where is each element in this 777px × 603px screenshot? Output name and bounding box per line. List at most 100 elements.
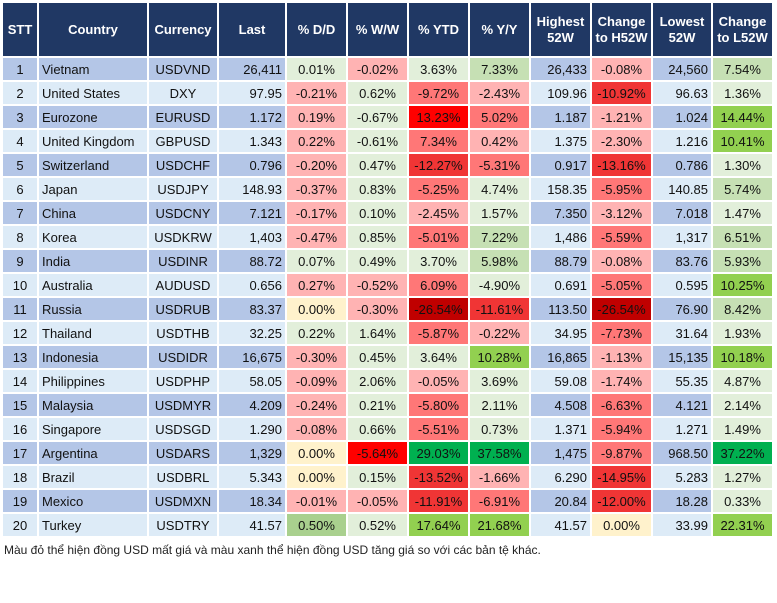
cell-pct-yy: 3.69% <box>468 368 531 394</box>
cell-stt: 7 <box>1 200 39 226</box>
cell-pct-ytd: -5.87% <box>407 320 470 346</box>
cell-last: 7.121 <box>217 200 287 226</box>
cell-pct-yy: -2.43% <box>468 80 531 106</box>
cell-stt: 5 <box>1 152 39 178</box>
cell-pct-dd: -0.30% <box>285 344 348 370</box>
cell-country: Eurozone <box>37 104 149 130</box>
cell-currency: USDBRL <box>147 464 219 490</box>
cell-last: 18.34 <box>217 488 287 514</box>
cell-pct-dd: -0.09% <box>285 368 348 394</box>
cell-country: Argentina <box>37 440 149 466</box>
cell-pct-ytd: -9.72% <box>407 80 470 106</box>
header-currency: Currency <box>147 1 219 58</box>
cell-currency: USDTHB <box>147 320 219 346</box>
cell-currency: USDSGD <box>147 416 219 442</box>
cell-highest-52w: 26,433 <box>529 56 592 82</box>
cell-change-l52w: 5.74% <box>711 176 774 202</box>
cell-pct-yy: 21.68% <box>468 512 531 538</box>
cell-change-h52w: -12.00% <box>590 488 653 514</box>
cell-lowest-52w: 1,317 <box>651 224 713 250</box>
cell-lowest-52w: 7.018 <box>651 200 713 226</box>
cell-pct-yy: 0.42% <box>468 128 531 154</box>
table-row: 7 China USDCNY 7.121 -0.17% 0.10% -2.45% 1.57% 7… <box>1 200 774 226</box>
cell-lowest-52w: 55.35 <box>651 368 713 394</box>
cell-lowest-52w: 0.786 <box>651 152 713 178</box>
cell-country: Thailand <box>37 320 149 346</box>
cell-change-h52w: 0.00% <box>590 512 653 538</box>
cell-highest-52w: 59.08 <box>529 368 592 394</box>
cell-last: 1.290 <box>217 416 287 442</box>
cell-stt: 4 <box>1 128 39 154</box>
cell-pct-ytd: 7.34% <box>407 128 470 154</box>
cell-last: 58.05 <box>217 368 287 394</box>
table-row: 1 Vietnam USDVND 26,411 0.01% -0.02% 3.63% 7.33… <box>1 56 774 82</box>
cell-last: 41.57 <box>217 512 287 538</box>
cell-country: China <box>37 200 149 226</box>
header-pct-ww: % W/W <box>346 1 409 58</box>
cell-lowest-52w: 4.121 <box>651 392 713 418</box>
cell-pct-ww: 0.15% <box>346 464 409 490</box>
cell-pct-ww: 1.64% <box>346 320 409 346</box>
table-row: 8 Korea USDKRW 1,403 -0.47% 0.85% -5.01% 7.22% 1… <box>1 224 774 250</box>
cell-stt: 13 <box>1 344 39 370</box>
cell-change-l52w: 1.27% <box>711 464 774 490</box>
cell-pct-ytd: -5.51% <box>407 416 470 442</box>
cell-currency: USDCHF <box>147 152 219 178</box>
cell-pct-dd: 0.22% <box>285 128 348 154</box>
cell-pct-ytd: 3.64% <box>407 344 470 370</box>
cell-pct-yy: 7.33% <box>468 56 531 82</box>
currency-table: STT Country Currency Last% D/D% W/W% YTD% Y… <box>1 1 774 538</box>
cell-highest-52w: 4.508 <box>529 392 592 418</box>
cell-pct-ww: 0.10% <box>346 200 409 226</box>
cell-last: 4.209 <box>217 392 287 418</box>
cell-pct-yy: 7.22% <box>468 224 531 250</box>
cell-pct-ytd: -26.54% <box>407 296 470 322</box>
header-highest-52w: Highest 52W <box>529 1 592 58</box>
cell-currency: AUDUSD <box>147 272 219 298</box>
header-change-h52w: Change to H52W <box>590 1 653 58</box>
cell-lowest-52w: 33.99 <box>651 512 713 538</box>
cell-country: Indonesia <box>37 344 149 370</box>
cell-stt: 10 <box>1 272 39 298</box>
cell-pct-ytd: 13.23% <box>407 104 470 130</box>
cell-pct-yy: 37.58% <box>468 440 531 466</box>
header-stt: STT <box>1 1 39 58</box>
cell-currency: GBPUSD <box>147 128 219 154</box>
cell-pct-dd: -0.24% <box>285 392 348 418</box>
cell-stt: 12 <box>1 320 39 346</box>
cell-pct-dd: 0.50% <box>285 512 348 538</box>
cell-stt: 18 <box>1 464 39 490</box>
cell-last: 83.37 <box>217 296 287 322</box>
cell-pct-ytd: -12.27% <box>407 152 470 178</box>
cell-change-h52w: -5.05% <box>590 272 653 298</box>
footnote: Màu đỏ thể hiện đồng USD mất giá và màu … <box>4 543 541 557</box>
cell-pct-yy: -4.90% <box>468 272 531 298</box>
table-row: 16 Singapore USDSGD 1.290 -0.08% 0.66% -5.51% 0… <box>1 416 774 442</box>
cell-pct-dd: 0.01% <box>285 56 348 82</box>
cell-stt: 6 <box>1 176 39 202</box>
cell-change-h52w: -0.08% <box>590 56 653 82</box>
cell-change-l52w: 1.93% <box>711 320 774 346</box>
cell-highest-52w: 1,475 <box>529 440 592 466</box>
cell-highest-52w: 1.375 <box>529 128 592 154</box>
cell-stt: 3 <box>1 104 39 130</box>
cell-pct-ww: 0.45% <box>346 344 409 370</box>
cell-change-h52w: -5.94% <box>590 416 653 442</box>
cell-last: 0.796 <box>217 152 287 178</box>
cell-last: 1.343 <box>217 128 287 154</box>
cell-pct-ww: 2.06% <box>346 368 409 394</box>
cell-highest-52w: 20.84 <box>529 488 592 514</box>
cell-change-l52w: 10.41% <box>711 128 774 154</box>
table-row: 13 Indonesia USDIDR 16,675 -0.30% 0.45% 3.64% 1… <box>1 344 774 370</box>
cell-pct-ww: 0.52% <box>346 512 409 538</box>
cell-country: Russia <box>37 296 149 322</box>
cell-pct-ytd: -13.52% <box>407 464 470 490</box>
header-change-l52w: Change to L52W <box>711 1 774 58</box>
cell-country: Japan <box>37 176 149 202</box>
cell-pct-ww: -0.05% <box>346 488 409 514</box>
cell-change-h52w: -13.16% <box>590 152 653 178</box>
header-pct-dd: % D/D <box>285 1 348 58</box>
header-last: Last <box>217 1 287 58</box>
cell-lowest-52w: 968.50 <box>651 440 713 466</box>
cell-pct-dd: 0.27% <box>285 272 348 298</box>
